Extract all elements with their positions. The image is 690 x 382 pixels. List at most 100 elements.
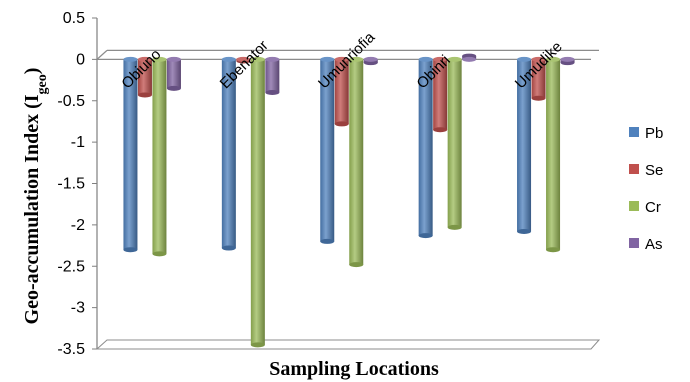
bar-body	[152, 59, 167, 254]
bar-body	[517, 59, 532, 232]
bar-body	[418, 59, 433, 236]
y-tick-label: -3.5	[57, 341, 85, 358]
x-axis-title: Sampling Locations	[269, 358, 439, 380]
bar-top-cap	[265, 56, 280, 62]
y-tick-label: 0.5	[63, 10, 85, 27]
bar-cr	[349, 56, 364, 268]
bar-end-cap	[265, 89, 280, 95]
legend-item-pb: Pb	[629, 125, 663, 142]
bar-end-cap	[250, 342, 265, 348]
bar-end-cap	[531, 95, 546, 101]
y-tick-label: -0.5	[57, 93, 85, 110]
bar-end-cap	[166, 85, 181, 91]
bar-pb	[517, 56, 532, 234]
y-axis-title-close: )	[21, 68, 43, 75]
legend-label: Pb	[645, 125, 663, 142]
bar-cr	[546, 56, 561, 253]
bar-top-cap	[433, 56, 448, 62]
bar-body	[137, 59, 152, 95]
legend-label: Se	[645, 162, 663, 179]
bar-top-cap	[166, 56, 181, 62]
bar-top-cap	[334, 56, 349, 62]
bar-end-cap	[433, 127, 448, 133]
bar-end-cap	[320, 238, 335, 244]
bar-cr	[250, 56, 265, 348]
bar-body	[447, 59, 462, 228]
bar-top-cap	[363, 56, 378, 62]
bar-as	[462, 53, 477, 62]
bar-top-cap	[123, 56, 138, 62]
bar-end-cap	[334, 121, 349, 127]
y-tick-label: 0	[76, 51, 85, 68]
bar-end-cap	[123, 247, 138, 253]
bar-top-cap	[236, 56, 251, 62]
bar-top-cap	[152, 56, 167, 62]
bar-body	[531, 59, 546, 99]
legend-item-as: As	[629, 236, 663, 253]
bar-end-cap	[349, 262, 364, 268]
bar-body	[123, 59, 138, 250]
bar-top-cap	[546, 56, 561, 62]
axes: 0.5 0 -0.5 -1 -1.5 -2 -2.5 -3 -3.5	[57, 10, 601, 358]
y-tick-label: -2.5	[57, 258, 85, 275]
bar-body	[221, 59, 236, 249]
legend-item-se: Se	[629, 162, 663, 179]
bar-top-cap	[349, 56, 364, 62]
bar-end-cap	[418, 233, 433, 239]
legend-swatch	[629, 164, 639, 174]
bar-top-cap	[250, 56, 265, 62]
y-tick-label: -2	[71, 217, 85, 234]
bar-top-cap	[221, 56, 236, 62]
legend-swatch	[629, 127, 639, 137]
bar-as	[166, 56, 181, 91]
bar-cr	[152, 56, 167, 257]
bar-top-cap	[320, 56, 335, 62]
bar-body	[250, 59, 265, 345]
bar-se	[137, 56, 152, 98]
bar-body	[433, 59, 448, 130]
bar-pb	[123, 56, 138, 253]
bar-end-cap	[137, 92, 152, 98]
bar-pb	[221, 56, 236, 251]
legend: Pb Se Cr As	[629, 125, 663, 253]
bar-top-cap	[517, 56, 532, 62]
bar-end-cap	[221, 245, 236, 251]
y-axis-title: Geo-accumulation Index (Igeo)	[21, 68, 50, 325]
bar-cr	[447, 56, 462, 230]
bar-end-cap	[546, 247, 561, 253]
bars	[123, 53, 575, 348]
bar-end-cap	[447, 224, 462, 230]
bar-pb	[418, 56, 433, 239]
bar-body	[334, 59, 349, 124]
bar-top-cap	[462, 56, 477, 62]
bar-top-cap	[531, 56, 546, 62]
y-tick-label: -1	[71, 134, 85, 151]
bar-as	[265, 56, 280, 95]
zero-line-join	[96, 49, 108, 60]
bar-se	[236, 56, 251, 64]
bar-body	[349, 59, 364, 265]
chart-floor	[95, 339, 601, 350]
bar-as	[560, 56, 575, 66]
y-tick-label: -1.5	[57, 176, 85, 193]
legend-label: Cr	[645, 199, 661, 216]
legend-item-cr: Cr	[629, 199, 661, 216]
bar-body	[546, 59, 561, 250]
bar-body	[320, 59, 335, 242]
bar-end-cap	[517, 228, 532, 234]
bar-body	[166, 59, 181, 89]
bar-as	[363, 56, 378, 66]
bar-top-cap	[560, 56, 575, 62]
bar-se	[334, 56, 349, 127]
bar-top-cap	[137, 56, 152, 62]
y-axis-title-main: Geo-accumulation Index (I	[21, 94, 43, 324]
bar-top-cap	[447, 56, 462, 62]
y-tick-label: -3	[71, 300, 85, 317]
bar-top-cap	[418, 56, 433, 62]
bar-end-cap	[152, 251, 167, 257]
bar-se	[531, 56, 546, 101]
bar-body	[265, 59, 280, 93]
y-axis-title-sub: geo	[35, 74, 50, 94]
legend-swatch	[629, 201, 639, 211]
